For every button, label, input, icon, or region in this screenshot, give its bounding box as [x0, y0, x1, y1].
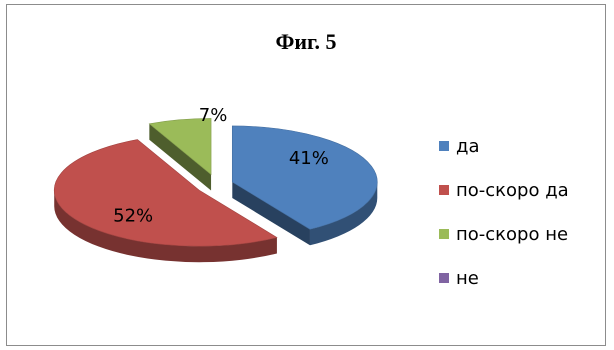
legend-swatch-po-skoro-da [439, 185, 449, 195]
legend-item-ne: не [439, 267, 569, 289]
pie-cut-po-skoro-ne [149, 123, 212, 191]
legend-label-ne: не [456, 267, 479, 289]
legend-item-po-skoro-da: по-скоро да [439, 179, 569, 201]
legend-swatch-ne [439, 273, 449, 283]
pie-side-po-skoro-da [54, 190, 277, 263]
chart-area: Фиг. 5 41% 52% 7% да по-скоро да по-скоро не… [6, 4, 606, 346]
data-label-po-skoro-ne: 7% [199, 105, 228, 126]
legend-item-po-skoro-ne: по-скоро не [439, 223, 569, 245]
data-label-da: 41% [289, 148, 329, 169]
legend: да по-скоро да по-скоро не не [439, 135, 569, 311]
data-label-po-skoro-da: 52% [113, 205, 153, 226]
pie-slice-da [231, 125, 378, 230]
pie-slice-po-skoro-ne [148, 118, 212, 176]
pie-sides [54, 123, 378, 263]
pie-tops [53, 118, 378, 247]
pie-cut-da [232, 181, 310, 246]
legend-swatch-po-skoro-ne [439, 229, 449, 239]
legend-label-po-skoro-da: по-скоро да [456, 179, 569, 201]
pie-plot: 41% 52% 7% [53, 105, 378, 263]
chart-title: Фиг. 5 [275, 29, 337, 54]
pie-side-da [309, 181, 378, 246]
legend-item-da: да [439, 135, 569, 157]
legend-label-da: да [456, 135, 480, 157]
legend-swatch-da [439, 141, 449, 151]
pie-slice-po-skoro-da [53, 139, 278, 247]
legend-label-po-skoro-ne: по-скоро не [456, 223, 569, 245]
